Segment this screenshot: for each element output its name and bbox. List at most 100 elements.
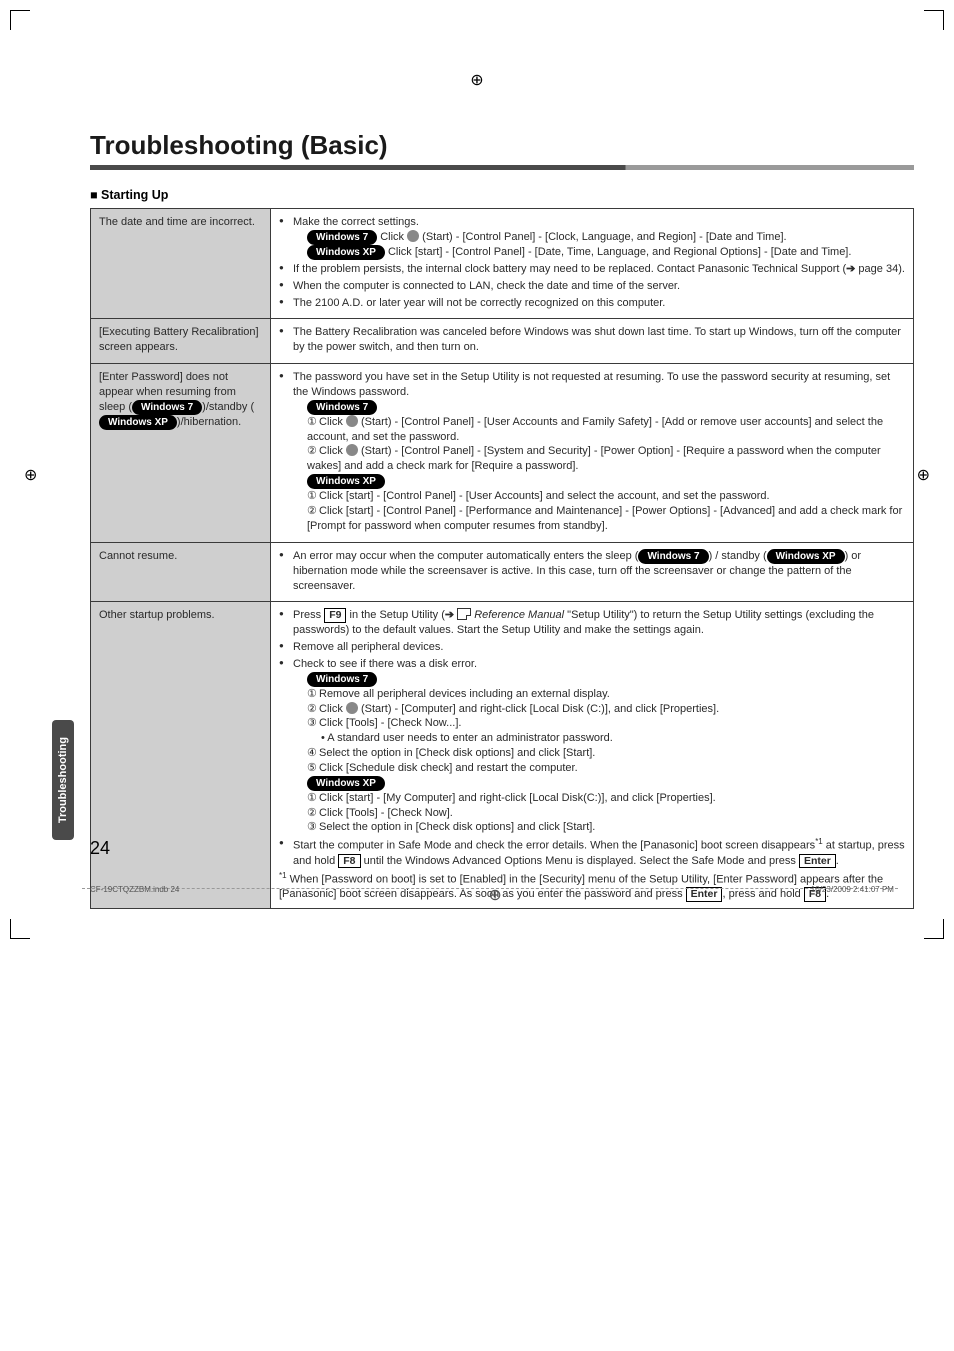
text: page 34). bbox=[855, 263, 905, 275]
crop-mark bbox=[924, 10, 944, 30]
bullet: An error may occur when the computer aut… bbox=[279, 549, 905, 594]
table-row: [Enter Password] does not appear when re… bbox=[91, 364, 914, 543]
text: )/hibernation. bbox=[177, 416, 241, 428]
text: Check to see if there was a disk error. bbox=[293, 658, 477, 670]
text: Click [start] - [Control Panel] - [User … bbox=[319, 490, 770, 502]
text: Click bbox=[319, 703, 346, 715]
step-num: ② bbox=[307, 444, 319, 459]
text: until the Windows Advanced Options Menu … bbox=[361, 855, 799, 867]
os-badge-winxp: Windows XP bbox=[307, 245, 385, 260]
key-f8: F8 bbox=[338, 854, 360, 869]
text: (Start) - [Control Panel] - [System and … bbox=[307, 445, 881, 472]
footer-right: 10/23/2009 2:41:07 PM bbox=[811, 885, 894, 905]
section-heading: Starting Up bbox=[90, 188, 914, 202]
bullet: Remove all peripheral devices. bbox=[279, 640, 905, 655]
step-num: ① bbox=[307, 791, 319, 806]
text: Click [Schedule disk check] and restart … bbox=[319, 762, 578, 774]
table-row: Cannot resume. An error may occur when t… bbox=[91, 542, 914, 602]
issue-cell: [Enter Password] does not appear when re… bbox=[91, 364, 271, 543]
text: Press bbox=[293, 609, 324, 621]
text: Click [start] - [My Computer] and right-… bbox=[319, 792, 716, 804]
step-num: ② bbox=[307, 504, 319, 519]
side-tab-label: Troubleshooting bbox=[57, 737, 69, 823]
os-badge-win7: Windows 7 bbox=[307, 672, 377, 687]
text: (Start) - [Computer] and right-click [Lo… bbox=[358, 703, 719, 715]
registration-mark: ⊕ bbox=[488, 885, 501, 905]
step-num: ② bbox=[307, 806, 319, 821]
table-row: The date and time are incorrect. Make th… bbox=[91, 209, 914, 319]
os-badge-win7: Windows 7 bbox=[638, 549, 708, 564]
arrow-icon: ➔ bbox=[846, 263, 855, 275]
text: )/standby ( bbox=[202, 401, 254, 413]
text: (Start) - [Control Panel] - [Clock, Lang… bbox=[419, 231, 786, 243]
issue-cell: Cannot resume. bbox=[91, 542, 271, 602]
text: in the Setup Utility ( bbox=[346, 609, 444, 621]
text: Click [start] - [Control Panel] - [Perfo… bbox=[307, 505, 902, 532]
text: If the problem persists, the internal cl… bbox=[293, 263, 846, 275]
manual-icon bbox=[457, 608, 471, 620]
step-num: ① bbox=[307, 415, 319, 430]
title-rule bbox=[90, 165, 914, 170]
step-num: ① bbox=[307, 687, 319, 702]
start-icon bbox=[346, 415, 358, 427]
start-icon bbox=[346, 702, 358, 714]
footer-left: CF-19CTQZZBM.indb 24 bbox=[90, 885, 179, 905]
crop-mark bbox=[924, 919, 944, 939]
text: Make the correct settings. bbox=[293, 216, 419, 228]
text: Click bbox=[319, 445, 346, 457]
bullet: The 2100 A.D. or later year will not be … bbox=[279, 296, 905, 311]
issue-cell: [Executing Battery Recalibration] screen… bbox=[91, 319, 271, 364]
arrow-icon: ➔ bbox=[445, 609, 454, 621]
text: (Start) - [Control Panel] - [User Accoun… bbox=[307, 416, 883, 443]
note: • A standard user needs to enter an admi… bbox=[293, 731, 905, 746]
text: Click bbox=[377, 231, 407, 243]
text: The password you have set in the Setup U… bbox=[293, 371, 890, 398]
os-badge-win7: Windows 7 bbox=[307, 230, 377, 245]
solution-cell: Press F9 in the Setup Utility (➔ Referen… bbox=[271, 602, 914, 909]
solution-cell: The password you have set in the Setup U… bbox=[271, 364, 914, 543]
os-badge-win7: Windows 7 bbox=[132, 400, 202, 415]
page-title: Troubleshooting (Basic) bbox=[90, 130, 914, 161]
text: Start the computer in Safe Mode and chec… bbox=[293, 840, 815, 852]
registration-mark: ⊕ bbox=[917, 465, 930, 485]
text: Click [Tools] - [Check Now]. bbox=[319, 807, 453, 819]
footnote-num: *1 bbox=[279, 871, 287, 880]
text: Click [Tools] - [Check Now...]. bbox=[319, 717, 461, 729]
bullet: If the problem persists, the internal cl… bbox=[279, 262, 905, 277]
text: . bbox=[836, 855, 839, 867]
bullet: Make the correct settings. Windows 7 Cli… bbox=[279, 215, 905, 260]
bullet: Start the computer in Safe Mode and chec… bbox=[279, 837, 905, 868]
step-num: ③ bbox=[307, 716, 319, 731]
os-badge-winxp: Windows XP bbox=[307, 776, 385, 791]
text: Click [start] - [Control Panel] - [Date,… bbox=[385, 246, 852, 258]
registration-mark: ⊕ bbox=[24, 465, 37, 485]
bullet: The Battery Recalibration was canceled b… bbox=[279, 325, 905, 355]
key-enter: Enter bbox=[799, 854, 836, 869]
crop-mark bbox=[10, 919, 30, 939]
page-number: 24 bbox=[90, 838, 110, 859]
crop-mark bbox=[10, 10, 30, 30]
solution-cell: Make the correct settings. Windows 7 Cli… bbox=[271, 209, 914, 319]
os-badge-winxp: Windows XP bbox=[307, 474, 385, 489]
solution-cell: An error may occur when the computer aut… bbox=[271, 542, 914, 602]
registration-mark: ⊕ bbox=[470, 70, 483, 90]
step-num: ① bbox=[307, 489, 319, 504]
footer: CF-19CTQZZBM.indb 24 ⊕ 10/23/2009 2:41:0… bbox=[90, 885, 894, 905]
text: Select the option in [Check disk options… bbox=[319, 747, 595, 759]
bullet: Check to see if there was a disk error. … bbox=[279, 657, 905, 835]
bullet: When the computer is connected to LAN, c… bbox=[279, 279, 905, 294]
os-badge-winxp: Windows XP bbox=[99, 415, 177, 430]
step-num: ④ bbox=[307, 746, 319, 761]
os-badge-winxp: Windows XP bbox=[767, 549, 845, 564]
start-icon bbox=[407, 230, 419, 242]
footnote-ref: *1 bbox=[815, 837, 823, 846]
text: Remove all peripheral devices including … bbox=[319, 688, 610, 700]
table-row: [Executing Battery Recalibration] screen… bbox=[91, 319, 914, 364]
table-row: Other startup problems. Press F9 in the … bbox=[91, 602, 914, 909]
bullet: The password you have set in the Setup U… bbox=[279, 370, 905, 534]
text: Select the option in [Check disk options… bbox=[319, 821, 595, 833]
issue-cell: Other startup problems. bbox=[91, 602, 271, 909]
bullet: Press F9 in the Setup Utility (➔ Referen… bbox=[279, 608, 905, 638]
step-num: ⑤ bbox=[307, 761, 319, 776]
side-tab: Troubleshooting bbox=[52, 720, 74, 840]
